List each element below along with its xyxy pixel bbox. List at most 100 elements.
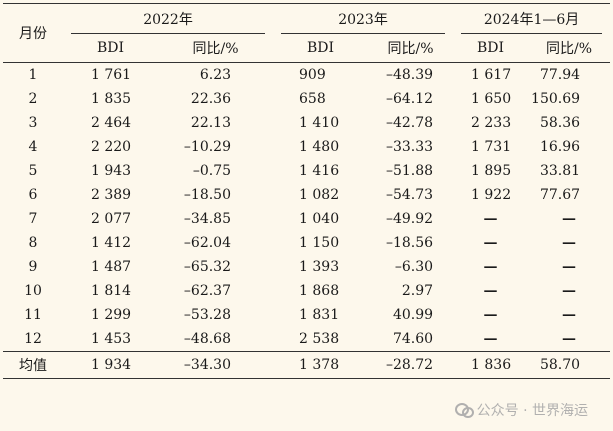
yoy-2024-cell: — xyxy=(562,211,577,227)
month-cell: 10 xyxy=(24,283,42,299)
yoy-2024-cell: — xyxy=(562,283,577,299)
bdi-2023-cell: 2 538 xyxy=(299,331,340,347)
yoy-2023-cell: –51.88 xyxy=(385,163,434,179)
document-page: 月份 2022年 2023年 2024年1—6月 BDI 同比/% BDI 同比… xyxy=(3,3,611,428)
watermark: 公众号 · 世界海运 xyxy=(454,400,588,420)
month-cell: 5 xyxy=(28,163,38,179)
table-row: 8 1 412 –62.04 1 150 –18.56 — — xyxy=(3,231,610,255)
yoy-column-header: 同比/% xyxy=(158,34,274,63)
yoy-2022-cell: –65.32 xyxy=(183,259,232,275)
month-cell: 4 xyxy=(28,139,38,155)
bdi-2022-cell: 1 487 xyxy=(91,259,132,275)
month-cell: 7 xyxy=(28,211,38,227)
yoy-2022-cell: –62.37 xyxy=(183,283,232,299)
month-column-header: 月份 xyxy=(3,3,63,63)
bdi-2023-cell: 1 416 xyxy=(299,163,340,179)
yoy-2023-cell: –6.30 xyxy=(394,259,434,275)
year-label: 2024年1—6月 xyxy=(483,12,580,28)
year-header-2022: 2022年 xyxy=(63,3,274,34)
bdi-column-header: BDI xyxy=(453,34,529,63)
year-label: 2023年 xyxy=(338,12,388,28)
table-row: 9 1 487 –65.32 1 393 –6.30 — — xyxy=(3,255,610,279)
bdi-2024-cell: 1 731 xyxy=(471,139,512,155)
bdi-2023-cell: 658 xyxy=(299,91,326,107)
yoy-2024-cell: 33.81 xyxy=(539,163,581,179)
yoy-2023-cell: –49.92 xyxy=(385,211,434,227)
bdi-2023-cell: 1 831 xyxy=(299,307,340,323)
yoy-2023-cell: 74.60 xyxy=(392,331,434,347)
bdi-2024-cell: — xyxy=(483,235,498,251)
bdi-2023-cell: 1 378 xyxy=(273,351,369,379)
yoy-2022-cell: 22.36 xyxy=(190,91,232,107)
yoy-2022-cell: –34.30 xyxy=(158,351,274,379)
bdi-2022-cell: 1 412 xyxy=(91,235,132,251)
table-row: 11 1 299 –53.28 1 831 40.99 — — xyxy=(3,303,610,327)
bdi-2023-cell: 1 868 xyxy=(299,283,340,299)
yoy-2022-cell: –48.68 xyxy=(183,331,232,347)
bdi-2023-cell: 1 480 xyxy=(299,139,340,155)
yoy-2022-cell: 6.23 xyxy=(199,67,232,83)
bdi-2022-cell: 1 814 xyxy=(91,283,132,299)
bdi-2023-cell: 1 410 xyxy=(299,115,340,131)
yoy-2023-cell: –28.72 xyxy=(368,351,454,379)
bdi-2022-cell: 2 220 xyxy=(91,139,132,155)
month-cell: 1 xyxy=(28,67,38,83)
year-label: 2022年 xyxy=(143,12,193,28)
bdi-table: 月份 2022年 2023年 2024年1—6月 BDI 同比/% BDI 同比… xyxy=(3,3,611,379)
month-cell: 9 xyxy=(28,259,38,275)
average-row: 均值 1 934 –34.30 1 378 –28.72 1 836 58.70 xyxy=(3,351,611,379)
bdi-2024-cell: — xyxy=(483,331,498,347)
yoy-2023-cell: –18.56 xyxy=(385,235,434,251)
bdi-2022-cell: 1 453 xyxy=(91,331,132,347)
yoy-2024-cell: — xyxy=(562,259,577,275)
bdi-2024-cell: — xyxy=(483,307,498,323)
yoy-2024-cell: — xyxy=(562,235,577,251)
table-row: 4 2 220 –10.29 1 480 –33.33 1 731 16.96 xyxy=(3,135,610,159)
table-row: 7 2 077 –34.85 1 040 –49.92 — — xyxy=(3,207,610,231)
yoy-2023-cell: –42.78 xyxy=(385,115,434,131)
bdi-2024-cell: 1 650 xyxy=(471,91,512,107)
bdi-2022-cell: 1 835 xyxy=(91,91,132,107)
month-cell: 均值 xyxy=(3,351,63,379)
bdi-2022-cell: 1 943 xyxy=(91,163,132,179)
bdi-2022-cell: 2 389 xyxy=(91,187,132,203)
bdi-2024-cell: 1 836 xyxy=(453,351,529,379)
bdi-2022-cell: 2 464 xyxy=(91,115,132,131)
yoy-2023-cell: –33.33 xyxy=(385,139,434,155)
table-row: 5 1 943 –0.75 1 416 –51.88 1 895 33.81 xyxy=(3,159,610,183)
yoy-2023-cell: –48.39 xyxy=(385,67,434,83)
month-cell: 8 xyxy=(28,235,38,251)
bdi-2024-cell: — xyxy=(483,283,498,299)
bdi-2022-cell: 1 299 xyxy=(91,307,132,323)
yoy-2022-cell: –0.75 xyxy=(192,163,232,179)
month-cell: 12 xyxy=(24,331,42,347)
bdi-2022-cell: 2 077 xyxy=(91,211,132,227)
bdi-2024-cell: 1 895 xyxy=(471,163,512,179)
bdi-2024-cell: — xyxy=(483,259,498,275)
bdi-2024-cell: 1 922 xyxy=(471,187,512,203)
month-cell: 11 xyxy=(24,307,42,323)
table-row: 1 1 761 6.23 909 –48.39 1 617 77.94 xyxy=(3,63,610,88)
yoy-2023-cell: 2.97 xyxy=(401,283,434,299)
yoy-2024-cell: 16.96 xyxy=(539,139,581,155)
bdi-2024-cell: — xyxy=(483,211,498,227)
wechat-icon xyxy=(454,403,474,418)
year-header-2023: 2023年 xyxy=(273,3,454,34)
yoy-2024-cell: — xyxy=(562,307,577,323)
yoy-2024-cell: 77.67 xyxy=(539,187,581,203)
yoy-2024-cell: 58.36 xyxy=(539,115,581,131)
bdi-2022-cell: 1 934 xyxy=(63,351,158,379)
yoy-2022-cell: –18.50 xyxy=(183,187,232,203)
table-row: 12 1 453 –48.68 2 538 74.60 — — xyxy=(3,327,610,352)
watermark-text: 公众号 · 世界海运 xyxy=(476,403,588,419)
yoy-2024-cell: 150.69 xyxy=(531,91,581,107)
bdi-column-header: BDI xyxy=(63,34,158,63)
yoy-2022-cell: –62.04 xyxy=(183,235,232,251)
yoy-2022-cell: –10.29 xyxy=(183,139,232,155)
bdi-column-header: BDI xyxy=(273,34,369,63)
year-header-2024: 2024年1—6月 xyxy=(453,3,611,34)
yoy-2022-cell: –53.28 xyxy=(183,307,232,323)
table-row: 6 2 389 –18.50 1 082 –54.73 1 922 77.67 xyxy=(3,183,610,207)
month-cell: 2 xyxy=(28,91,38,107)
